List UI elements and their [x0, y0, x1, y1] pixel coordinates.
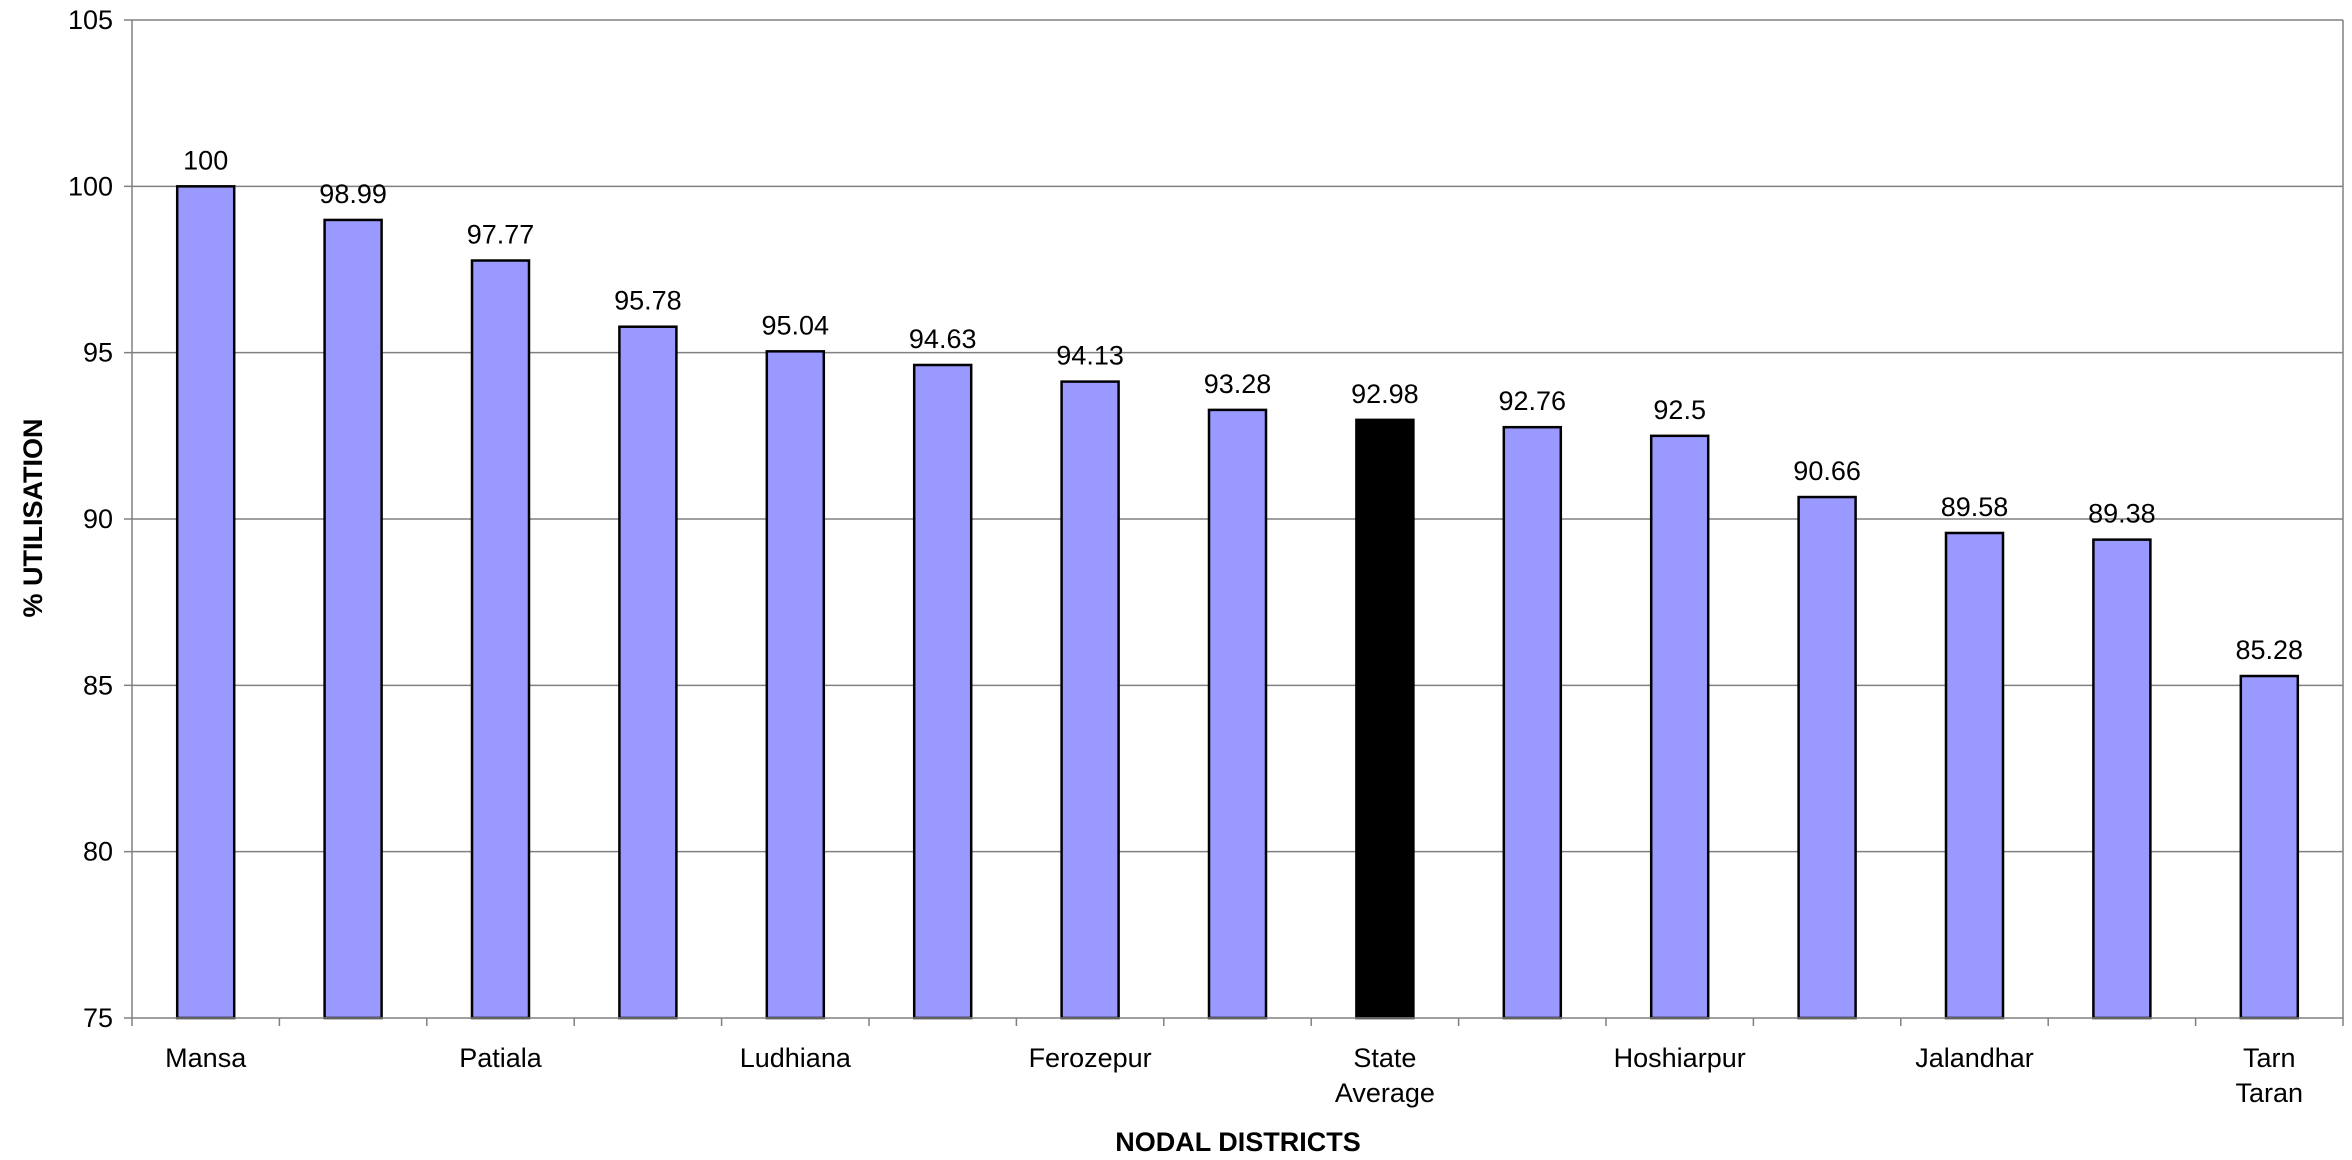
bar	[1797, 495, 1857, 1020]
data-label: 90.66	[1793, 456, 1861, 486]
labels: 75 80 85 90 95 100 105 100 Mansa 98.99 97.77 Patial…	[68, 5, 2303, 1108]
x-tick-label: State Average	[1335, 1043, 1435, 1108]
bar	[2092, 538, 2152, 1020]
bar	[470, 259, 531, 1020]
data-label: 94.13	[1056, 341, 1124, 371]
y-tick-label: 85	[83, 670, 113, 700]
x-tick-label: Ludhiana	[740, 1043, 852, 1073]
y-axis-title: % UTILISATION	[18, 419, 48, 618]
bar	[1944, 531, 2005, 1020]
bar	[1060, 380, 1120, 1020]
data-label: 95.78	[614, 286, 682, 316]
data-label: 94.63	[909, 324, 977, 354]
data-label: 89.58	[1941, 492, 2009, 522]
data-label: 100	[183, 145, 228, 175]
data-label: 85.28	[2236, 635, 2304, 665]
bar	[323, 218, 383, 1020]
data-label: 89.38	[2088, 499, 2156, 529]
y-tick-label: 75	[83, 1003, 113, 1033]
data-label: 97.77	[467, 220, 535, 250]
y-tick-label: 105	[68, 5, 113, 35]
x-tick-label: Tarn Taran	[2236, 1043, 2304, 1108]
y-tick-label: 100	[68, 171, 113, 201]
bars	[175, 185, 2300, 1020]
x-tick-label: Patiala	[459, 1043, 543, 1073]
bar	[2239, 674, 2300, 1020]
bar	[618, 325, 678, 1020]
bar	[1502, 425, 1563, 1020]
axes	[124, 19, 2344, 1026]
bar	[175, 185, 236, 1020]
data-label: 92.5	[1653, 395, 1706, 425]
y-tick-label: 80	[83, 837, 113, 867]
bar	[912, 363, 973, 1020]
data-label: 92.76	[1499, 386, 1567, 416]
bar	[1355, 418, 1415, 1020]
x-tick-label: Jalandhar	[1915, 1043, 2034, 1073]
bar	[765, 350, 826, 1020]
x-tick-label: Ferozepur	[1029, 1043, 1152, 1073]
data-label: 92.98	[1351, 379, 1419, 409]
data-label: 93.28	[1204, 369, 1272, 399]
data-label: 95.04	[762, 310, 830, 340]
y-tick-label: 90	[83, 504, 113, 534]
x-axis-title: NODAL DISTRICTS	[1115, 1127, 1361, 1157]
data-label: 98.99	[319, 179, 387, 209]
y-tick-label: 95	[83, 338, 113, 368]
x-tick-label: Mansa	[165, 1043, 247, 1073]
x-tick-label: Hoshiarpur	[1614, 1043, 1746, 1073]
bar	[1207, 408, 1268, 1020]
bar	[1649, 434, 1710, 1020]
